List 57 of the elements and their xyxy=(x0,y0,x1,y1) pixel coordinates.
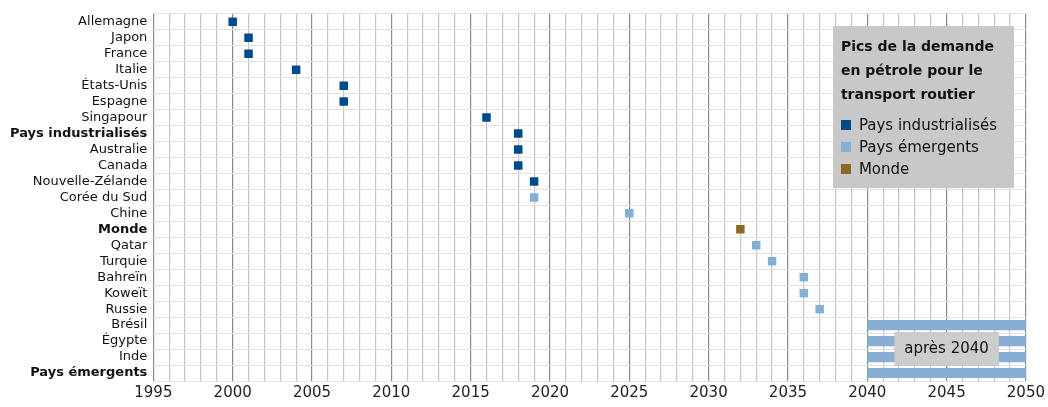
y-tick-label: Italie xyxy=(115,61,148,77)
x-tick-label: 1995 xyxy=(134,382,173,401)
y-tick-label: Brésil xyxy=(111,316,148,332)
legend-title: Pics de la demande en pétrole pour le transport routier xyxy=(840,36,996,104)
point xyxy=(625,209,634,218)
point xyxy=(514,145,523,154)
x-tick-label: 2040 xyxy=(848,382,887,401)
x-tick-label: 2035 xyxy=(768,382,808,401)
y-tick-label: Turquie xyxy=(98,252,148,268)
point xyxy=(514,161,523,170)
y-tick-label: Espagne xyxy=(91,92,148,108)
y-tick-label: Singapour xyxy=(81,108,148,124)
point xyxy=(767,257,777,266)
legend-label: Pays émergents xyxy=(858,136,979,158)
y-tick-label: Koweït xyxy=(104,284,148,300)
point xyxy=(228,17,237,27)
point xyxy=(482,113,491,122)
x-tick-label: 2015 xyxy=(451,382,490,401)
point xyxy=(244,33,253,42)
point xyxy=(736,225,745,234)
x-tick-label: 2050 xyxy=(1006,382,1046,401)
y-tick-label: France xyxy=(104,45,148,61)
point xyxy=(514,129,523,138)
x-tick-label: 2020 xyxy=(530,382,570,401)
y-tick-label: Australie xyxy=(89,140,148,156)
point xyxy=(815,304,824,314)
point xyxy=(339,97,348,106)
y-tick-label: Égypte xyxy=(101,332,148,348)
y-tick-label: Allemagne xyxy=(78,13,148,29)
point xyxy=(244,49,253,58)
y-tick-label: Russie xyxy=(105,300,148,316)
y-tick-label: Chine xyxy=(110,204,148,220)
y-tick-label: Pays émergents xyxy=(30,364,148,380)
point xyxy=(529,193,539,202)
x-tick-label: 2010 xyxy=(372,382,411,401)
point xyxy=(529,177,539,186)
y-tick-label: Japon xyxy=(110,29,148,45)
x-tick-label: 2025 xyxy=(610,382,649,401)
legend-label: Pays industrialisés xyxy=(858,114,998,136)
y-tick-label: Corée du Sud xyxy=(59,188,148,204)
y-tick-label: Nouvelle-Zélande xyxy=(32,172,148,188)
x-tick-label: 2000 xyxy=(213,382,252,401)
annotation: après 2040 xyxy=(904,338,989,357)
y-tick-label: Canada xyxy=(97,156,148,172)
y-tick-label: Pays industrialisés xyxy=(10,124,148,140)
point xyxy=(339,81,348,90)
point xyxy=(751,241,761,250)
x-tick-label: 2005 xyxy=(292,382,332,401)
x-tick-label: 2030 xyxy=(689,382,728,401)
x-tick-label: 2045 xyxy=(927,382,966,401)
y-tick-label: États-Unis xyxy=(81,77,148,93)
y-tick-label: Qatar xyxy=(110,236,149,252)
y-tick-label: Bahreïn xyxy=(97,268,148,284)
legend-label: Monde xyxy=(858,158,910,180)
y-tick-label: Inde xyxy=(119,348,148,364)
y-tick-label: Monde xyxy=(98,220,148,236)
point xyxy=(291,65,301,74)
